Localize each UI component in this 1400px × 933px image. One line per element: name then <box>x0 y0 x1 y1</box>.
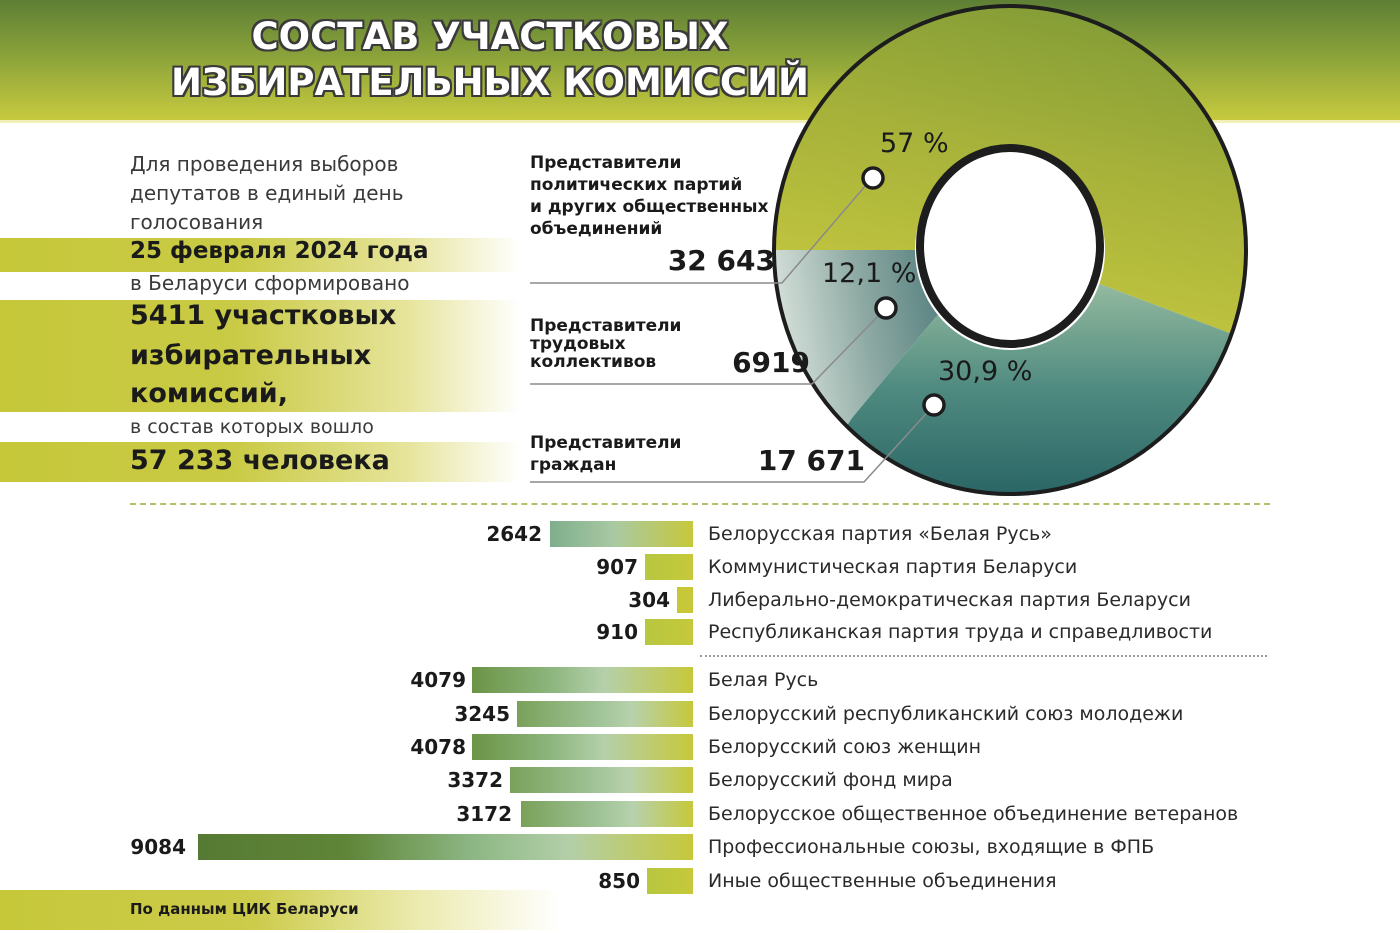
bar <box>510 767 693 793</box>
bar-row-org: 850 Иные общественные объединения <box>0 867 1400 895</box>
bar <box>521 801 693 827</box>
bar-value: 850 <box>598 869 640 893</box>
bar <box>550 521 693 547</box>
commission-count: 5411 участковых <box>130 300 397 331</box>
title-line-2: ИЗБИРАТЕЛЬНЫХ КОМИССИЙ <box>170 61 810 104</box>
bar-value: 3372 <box>447 768 503 792</box>
donut-label-parties: Представители политических партий и друг… <box>530 153 769 239</box>
source-note: По данным ЦИК Беларуси <box>130 900 359 918</box>
bar-row-org: 3372 Белорусский фонд мира <box>0 766 1400 794</box>
bar-value: 4079 <box>410 668 466 692</box>
bar-label: Белорусский союз женщин <box>708 736 982 758</box>
donut-label-labour: Представители трудовых коллективов <box>530 316 682 372</box>
marker-dot <box>874 296 898 320</box>
commission-count: комиссий, <box>130 378 288 409</box>
source-band <box>0 890 560 930</box>
intro-text: в Беларуси сформировано <box>130 271 410 295</box>
bar-value: 9084 <box>130 835 186 859</box>
bar-value: 2642 <box>486 522 542 546</box>
marker-dot <box>861 166 885 190</box>
bar <box>472 667 693 693</box>
percent-citizens: 30,9 % <box>938 356 1033 387</box>
bar-label: Белая Русь <box>708 669 819 691</box>
commission-count: избирательных <box>130 340 372 371</box>
percent-parties: 57 % <box>880 128 949 159</box>
bar-row-party: 910 Республиканская партия труда и справ… <box>0 618 1400 646</box>
intro-text: Для проведения выборов <box>130 152 399 176</box>
donut-label-citizens: Представители граждан <box>530 433 682 475</box>
bar-row-party: 304 Либерально-демократическая партия Бе… <box>0 586 1400 614</box>
bar-label: Республиканская партия труда и справедли… <box>708 621 1213 643</box>
bar-label: Белорусская партия «Белая Русь» <box>708 523 1052 545</box>
bar-value: 304 <box>628 588 670 612</box>
title-line-1: СОСТАВ УЧАСТКОВЫХ <box>251 15 729 58</box>
page-title: СОСТАВ УЧАСТКОВЫХ ИЗБИРАТЕЛЬНЫХ КОМИССИЙ <box>140 14 840 106</box>
marker-dot <box>922 393 946 417</box>
bar-label: Белорусский фонд мира <box>708 769 953 791</box>
bar <box>645 554 693 580</box>
section-divider <box>130 503 1270 505</box>
bar <box>517 701 693 727</box>
bar-value: 3245 <box>454 702 510 726</box>
bar-label: Белорусский республиканский союз молодеж… <box>708 703 1184 725</box>
election-date: 25 февраля 2024 года <box>130 238 429 264</box>
intro-text: в состав которых вошло <box>130 416 374 438</box>
bar-row-org: 9084 Профессиональные союзы, входящие в … <box>0 833 1400 861</box>
percent-labour: 12,1 % <box>822 258 917 289</box>
donut-value-labour: 6919 <box>732 346 810 379</box>
bar-row-org: 4079 Белая Русь <box>0 666 1400 694</box>
intro-text: голосования <box>130 210 264 234</box>
bar-value: 910 <box>596 620 638 644</box>
group-divider <box>700 655 1267 657</box>
bar-row-party: 2642 Белорусская партия «Белая Русь» <box>0 520 1400 548</box>
bar-label: Либерально-демократическая партия Белару… <box>708 589 1191 611</box>
bar <box>472 734 693 760</box>
intro-text: депутатов в единый день <box>130 181 404 205</box>
header-divider <box>0 120 1400 123</box>
bar-row-party: 907 Коммунистическая партия Беларуси <box>0 553 1400 581</box>
bar-label: Коммунистическая партия Беларуси <box>708 556 1078 578</box>
bar <box>647 868 693 894</box>
bar-label: Иные общественные объединения <box>708 870 1057 892</box>
highlight-band <box>0 238 520 272</box>
bar-value: 907 <box>596 555 638 579</box>
bar <box>645 619 693 645</box>
bar-row-org: 4078 Белорусский союз женщин <box>0 733 1400 761</box>
highlight-band <box>0 300 520 412</box>
bar-label: Профессиональные союзы, входящие в ФПБ <box>708 836 1155 858</box>
bar <box>677 587 693 613</box>
bar-value: 4078 <box>410 735 466 759</box>
highlight-band <box>0 442 520 482</box>
bar-row-org: 3172 Белорусское общественное объединени… <box>0 800 1400 828</box>
bar-label: Белорусское общественное объединение вет… <box>708 803 1239 825</box>
donut-segment-labour <box>773 250 1010 496</box>
donut-value-parties: 32 643 <box>667 244 775 277</box>
people-count: 57 233 человека <box>130 445 390 476</box>
donut-value-citizens: 17 671 <box>757 444 865 477</box>
bar-row-org: 3245 Белорусский республиканский союз мо… <box>0 700 1400 728</box>
bar-value: 3172 <box>456 802 512 826</box>
bar <box>198 834 693 860</box>
